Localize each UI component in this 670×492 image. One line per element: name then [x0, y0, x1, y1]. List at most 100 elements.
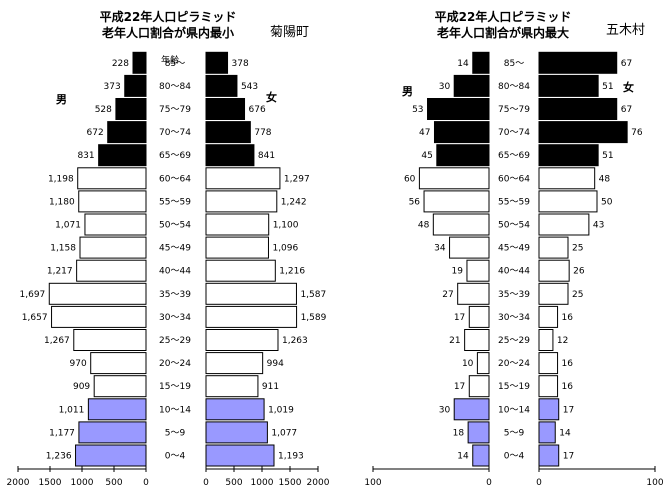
right-female-label: 女 [623, 80, 634, 94]
right-female-value: 76 [631, 128, 643, 138]
left-female-value: 1,077 [271, 428, 297, 438]
right-female-value: 25 [572, 290, 583, 300]
right-age-label: 10～14 [498, 405, 530, 415]
right-male-bar [453, 74, 490, 97]
right-female-bar [538, 352, 559, 375]
left-age-label: 20～24 [159, 359, 191, 369]
left-male-value: 672 [87, 128, 104, 138]
left-age-label: 60～64 [159, 174, 191, 184]
left-female-bar [205, 121, 251, 144]
left-age-label: 35～39 [159, 290, 191, 300]
right-age-label: 75～79 [498, 105, 530, 115]
left-age-label: 0～4 [165, 452, 186, 462]
right-female-bar [538, 398, 560, 421]
left-age-label: 40～44 [159, 267, 191, 277]
left-female-tick-label: 0 [203, 478, 209, 488]
left-female-label: 女 [266, 90, 277, 104]
right-male-bar [433, 121, 490, 144]
left-age-label: 85～ [165, 59, 185, 69]
right-female-value: 51 [602, 151, 613, 161]
right-female-bar [538, 305, 559, 328]
right-female-bar [538, 213, 590, 236]
right-female-value: 17 [563, 452, 574, 462]
right-female-value: 67 [621, 59, 632, 69]
right-male-value: 53 [412, 105, 423, 115]
right-female-bar [538, 74, 599, 97]
right-female-value: 17 [563, 405, 574, 415]
left-female-tick-label: 500 [225, 478, 242, 488]
left-male-value: 1,198 [48, 174, 74, 184]
left-female-value: 1,242 [281, 197, 307, 207]
right-male-value: 45 [421, 151, 432, 161]
left-female-bar [205, 213, 270, 236]
right-male-value: 27 [442, 290, 453, 300]
left-age-label: 70～74 [159, 128, 191, 138]
left-male-bar [115, 98, 147, 120]
right-female-value: 25 [572, 244, 583, 254]
right-female-bar [538, 144, 599, 167]
left-female-bar [205, 190, 278, 213]
right-male-value: 30 [439, 405, 451, 415]
left-female-value: 1,297 [284, 174, 310, 184]
left-female-bar [205, 444, 275, 467]
right-male-value: 14 [457, 59, 469, 69]
right-male-value: 19 [452, 267, 464, 277]
left-female-bar [205, 398, 265, 421]
right-age-label: 40～44 [498, 267, 530, 277]
right-male-value: 34 [434, 244, 446, 254]
right-female-value: 67 [621, 105, 632, 115]
left-female-value: 378 [232, 59, 249, 69]
right-subtitle: 老年人口割合が県内最大 [437, 25, 569, 40]
right-age-label: 55～59 [498, 197, 530, 207]
left-female-value: 1,019 [268, 405, 294, 415]
left-female-value: 994 [267, 359, 284, 369]
right-age-label: 0～4 [504, 452, 525, 462]
right-female-value: 51 [602, 82, 613, 92]
left-male-value: 373 [104, 82, 121, 92]
left-female-value: 676 [249, 105, 266, 115]
left-female-bar [205, 282, 297, 305]
left-female-bar [205, 329, 279, 351]
left-male-bar [107, 121, 147, 144]
left-male-bar [75, 444, 147, 467]
left-male-value: 1,011 [59, 405, 85, 415]
left-female-bar [205, 167, 281, 190]
left-male-bar [78, 190, 147, 213]
right-female-bar [538, 51, 618, 74]
left-female-value: 1,589 [301, 313, 327, 323]
left-female-value: 1,100 [273, 221, 299, 231]
right-male-bar [453, 398, 490, 421]
right-female-value: 16 [562, 313, 574, 323]
left-female-value: 911 [262, 382, 279, 392]
right-age-label: 35～39 [498, 290, 530, 300]
right-male-value: 47 [419, 128, 430, 138]
left-male-value: 1,071 [55, 221, 81, 231]
right-male-value: 17 [454, 313, 465, 323]
right-male-bar [468, 305, 490, 328]
right-male-bar [436, 144, 490, 167]
left-female-value: 1,587 [300, 290, 326, 300]
left-female-tick-label: 2000 [307, 478, 330, 488]
right-male-bar [472, 51, 490, 74]
right-female-bar [538, 190, 598, 213]
right-female-bar [538, 421, 556, 444]
left-male-bar [51, 305, 147, 328]
right-place: 五木村 [606, 23, 645, 38]
left-place: 菊陽町 [270, 25, 309, 40]
right-male-bar [457, 282, 490, 305]
left-female-bar [205, 51, 229, 74]
right-male-bar [468, 375, 490, 398]
left-male-value: 1,267 [44, 336, 70, 346]
left-female-bar [205, 305, 298, 328]
right-male-tick-label: 0 [486, 478, 492, 488]
left-age-label: 15～19 [159, 382, 191, 392]
right-male-tick-label: 100 [364, 478, 381, 488]
left-female-bar [205, 144, 255, 167]
left-female-bar [205, 421, 268, 444]
right-age-label: 50～54 [498, 221, 530, 231]
left-female-bar [205, 236, 269, 259]
left-age-label: 45～49 [159, 244, 191, 254]
left-male-bar [87, 398, 147, 421]
right-female-bar [538, 167, 596, 190]
right-male-value: 14 [457, 452, 469, 462]
